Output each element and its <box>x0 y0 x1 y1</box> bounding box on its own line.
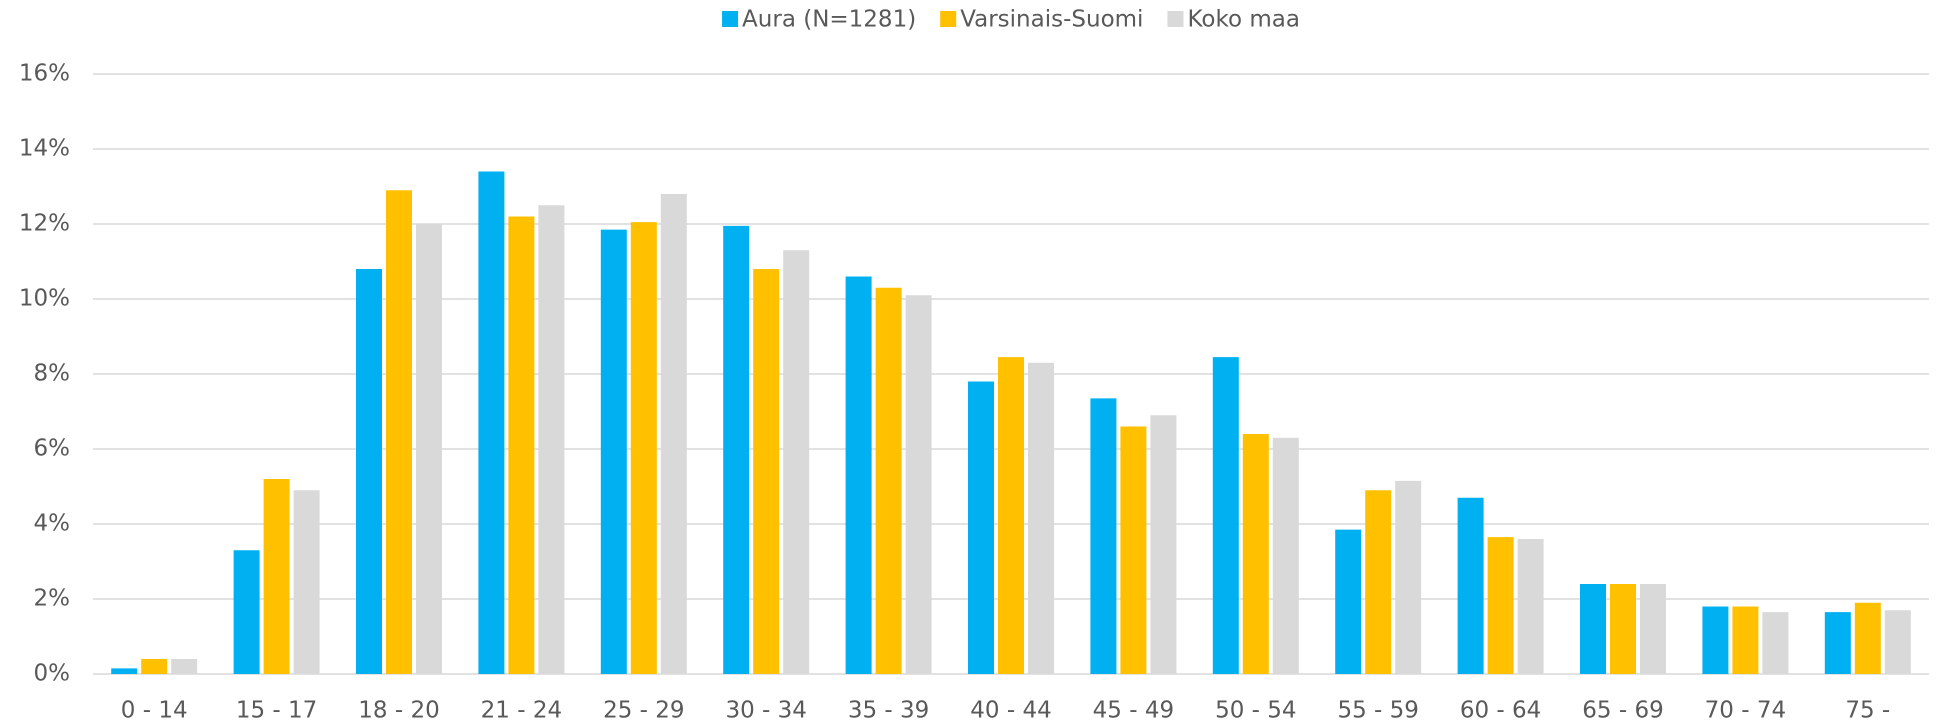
y-tick-label: 16% <box>19 61 70 87</box>
x-tick-label: 70 - 74 <box>1705 698 1786 723</box>
bar <box>1732 606 1759 674</box>
bar <box>1517 539 1544 674</box>
bar <box>508 216 535 674</box>
bar <box>1120 426 1147 674</box>
bar <box>1242 434 1269 674</box>
y-tick-label: 6% <box>34 436 71 462</box>
bar <box>630 222 657 674</box>
y-tick-label: 10% <box>19 286 70 312</box>
bar <box>1884 610 1911 674</box>
bar <box>1854 602 1881 674</box>
bar <box>1272 437 1299 674</box>
legend-swatch <box>1167 11 1184 27</box>
bar <box>1824 612 1851 674</box>
bar <box>723 225 750 674</box>
x-tick-label: 75 - <box>1845 698 1890 723</box>
x-tick-label: 21 - 24 <box>481 698 562 723</box>
bar <box>783 250 810 674</box>
bar <box>141 659 168 674</box>
y-tick-label: 2% <box>34 586 71 612</box>
bar <box>233 550 260 674</box>
bar <box>845 276 872 674</box>
bar <box>293 490 320 674</box>
bar <box>1365 490 1392 674</box>
bar <box>1090 398 1117 674</box>
x-tick-label: 18 - 20 <box>358 698 439 723</box>
x-tick-label: 40 - 44 <box>970 698 1051 723</box>
y-tick-label: 4% <box>34 511 71 537</box>
bar <box>1395 480 1422 674</box>
x-tick-label: 45 - 49 <box>1093 698 1174 723</box>
x-tick-label: 25 - 29 <box>603 698 684 723</box>
y-tick-label: 14% <box>19 136 70 162</box>
y-tick-label: 8% <box>34 361 71 387</box>
bar <box>998 357 1024 674</box>
bar <box>478 171 505 674</box>
x-tick-label: 15 - 17 <box>236 698 317 723</box>
x-tick-label: 30 - 34 <box>725 698 806 723</box>
x-tick-label: 50 - 54 <box>1215 698 1296 723</box>
legend-swatch <box>722 11 739 27</box>
bar <box>905 295 932 674</box>
y-tick-label: 0% <box>34 661 71 687</box>
bar <box>968 381 994 674</box>
legend-label: Aura (N=1281) <box>742 7 916 33</box>
x-tick-label: 35 - 39 <box>848 698 929 723</box>
bar <box>171 659 198 674</box>
bar <box>1640 584 1666 674</box>
bar <box>263 479 290 674</box>
bar <box>600 229 627 674</box>
bar <box>1702 606 1729 674</box>
x-tick-label: 55 - 59 <box>1337 698 1418 723</box>
bar <box>1762 612 1789 674</box>
bar <box>753 269 780 674</box>
bar <box>1457 497 1484 674</box>
bar <box>1028 362 1054 674</box>
x-tick-label: 0 - 14 <box>121 698 188 723</box>
bar <box>386 190 412 674</box>
y-tick-label: 12% <box>19 211 70 237</box>
x-tick-label: 60 - 64 <box>1460 698 1541 723</box>
bar <box>1610 584 1636 674</box>
bar <box>538 205 565 674</box>
bar <box>356 269 382 674</box>
bar <box>1150 415 1177 674</box>
legend-label: Varsinais-Suomi <box>960 7 1143 33</box>
legend-label: Koko maa <box>1187 7 1299 33</box>
bar <box>416 224 442 674</box>
bar <box>875 287 902 674</box>
bar <box>1487 537 1514 674</box>
bar <box>1335 529 1362 674</box>
bar <box>1580 584 1606 674</box>
bar <box>111 668 138 674</box>
legend-swatch <box>940 11 957 27</box>
bar <box>1212 357 1239 674</box>
bar <box>660 194 687 674</box>
x-tick-label: 65 - 69 <box>1582 698 1663 723</box>
